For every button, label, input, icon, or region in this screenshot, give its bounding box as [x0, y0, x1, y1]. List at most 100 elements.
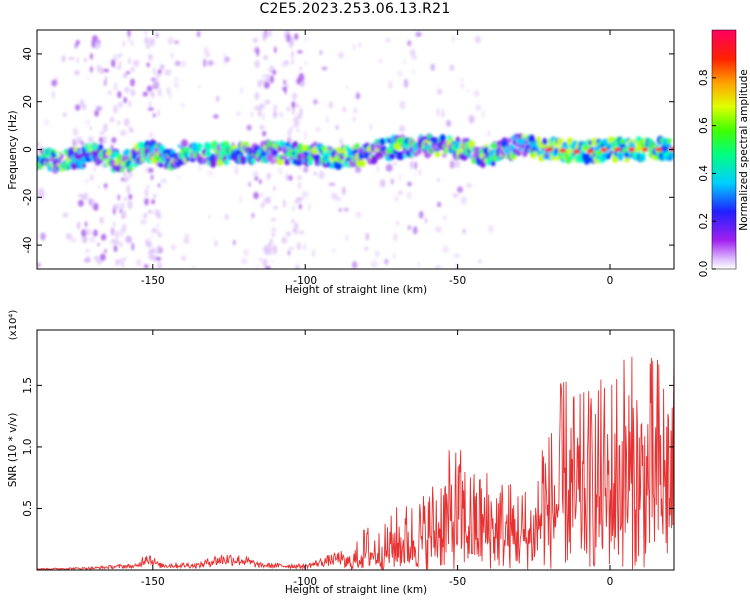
spectrogram-noise-blob	[169, 92, 172, 100]
spectrogram-ridge-blob	[318, 161, 322, 166]
spectrogram-streak-blob	[146, 62, 150, 68]
spectrogram-streak-blob	[127, 57, 131, 64]
spectrogram-noise-blob	[339, 138, 344, 146]
spectrogram-noise-blob	[424, 217, 427, 224]
spectrogram-streak-blob	[96, 41, 101, 49]
spectrogram-noise-blob	[487, 130, 490, 137]
spectrogram-ridge-blob	[60, 153, 64, 159]
spectrogram-streak-blob	[259, 125, 265, 130]
spectrogram-streak-blob	[76, 136, 83, 143]
spectrogram-noise-blob	[407, 225, 412, 231]
spectrogram-ridge-blob	[219, 160, 224, 165]
spectrogram-noise-blob	[97, 242, 100, 247]
spectrogram-streak-blob	[83, 192, 89, 201]
spectrogram-streak-blob	[130, 78, 135, 87]
spectrogram-noise-blob	[474, 35, 482, 44]
spectrogram-streak-blob	[157, 69, 162, 75]
spectrogram-noise-blob	[374, 250, 380, 258]
spectrogram-streak-blob	[89, 174, 94, 181]
spectrogram-noise-blob	[321, 66, 328, 71]
spectrogram-noise-blob	[55, 76, 58, 84]
spectrogram-noise-blob	[355, 167, 362, 173]
spectrogram-noise-blob	[339, 207, 342, 213]
snr-y-tick-label: 1.0	[22, 439, 34, 456]
spectrogram-noise-blob	[403, 58, 406, 65]
spectrogram-streak-blob	[288, 39, 294, 48]
spectrogram-noise-blob	[308, 202, 311, 212]
spectrogram-streak-blob	[99, 136, 104, 144]
spectrogram-noise-blob	[446, 119, 452, 127]
spectrogram-noise-blob	[72, 138, 77, 148]
spectrogram-noise-blob	[259, 257, 263, 262]
spectrogram-noise-blob	[239, 195, 242, 203]
spectrogram-streak-blob	[282, 199, 286, 208]
spectrogram-streak-blob	[156, 32, 159, 38]
spectrogram-noise-blob	[246, 124, 252, 131]
spectrogram-noise-blob	[437, 201, 442, 208]
spectrogram-streak-blob	[284, 87, 287, 95]
spectrogram-ridge-blob	[128, 166, 134, 172]
spectrogram-noise-blob	[475, 104, 481, 111]
spectrogram-y-tick-label: 0	[22, 146, 34, 153]
spectrogram-noise-blob	[335, 125, 339, 130]
spectrogram-noise-blob	[392, 252, 396, 260]
spectrogram-noise-blob	[338, 51, 344, 59]
spectrogram-ridge-blob	[172, 152, 177, 159]
snr-x-axis-label: Height of straight line (km)	[285, 584, 427, 596]
spectrogram-noise-blob	[278, 167, 283, 175]
spectrogram-noise-blob	[342, 107, 347, 113]
spectrogram-noise-blob	[304, 35, 308, 43]
spectrogram-noise-blob	[181, 60, 187, 68]
spectrogram-streak-blob	[104, 75, 108, 83]
spectrogram-streak-blob	[265, 247, 269, 255]
snr-y-tick-label: 1.5	[22, 377, 34, 394]
spectrogram-noise-blob	[391, 161, 398, 166]
spectrogram-y-tick-label: -20	[22, 189, 34, 206]
spectrogram-panel: -150 -100 -50 0 -40 -20 0 20 40 Height of strai…	[7, 29, 750, 296]
spectrogram-noise-blob	[326, 116, 329, 124]
spectrogram-streak-blob	[111, 137, 117, 144]
spectrogram-ridge-blob	[467, 153, 472, 159]
spectrogram-streak-blob	[142, 91, 148, 97]
spectrogram-streak-blob	[122, 223, 127, 233]
spectrogram-noise-blob	[466, 183, 472, 188]
snr-frame	[36, 329, 675, 571]
spectrogram-noise-blob	[40, 232, 46, 241]
spectrogram-noise-blob	[170, 244, 177, 251]
spectrogram-streak-blob	[258, 103, 264, 111]
spectrogram-noise-blob	[183, 237, 190, 244]
colorbar	[711, 29, 737, 270]
spectrogram-streak-blob	[100, 233, 107, 241]
spectrogram-streak-blob	[272, 69, 277, 75]
spectrogram-streak-blob	[118, 101, 123, 108]
spectrogram-streak-blob	[153, 113, 156, 118]
spectrogram-noise-blob	[176, 175, 181, 180]
spectrogram-streak-blob	[123, 257, 127, 261]
spectrogram-noise-blob	[488, 224, 494, 233]
spectrogram-noise-blob	[43, 119, 50, 126]
spectrogram-noise-blob	[51, 80, 56, 84]
spectrogram-streak-blob	[265, 73, 270, 82]
spectrogram-streak-blob	[120, 202, 125, 209]
spectrogram-streak-blob	[272, 111, 278, 118]
spectrogram-ridge-blob	[137, 141, 145, 150]
snr-x-tick-label: -150	[141, 576, 165, 588]
spectrogram-noise-blob	[292, 92, 298, 101]
spectrogram-noise-blob	[145, 184, 151, 189]
spectrogram-noise-blob	[460, 196, 468, 205]
spectrogram-noise-blob	[37, 191, 45, 200]
spectrogram-streak-blob	[296, 242, 301, 251]
spectrogram-noise-blob	[61, 55, 66, 63]
spectrogram-noise-blob	[318, 170, 325, 180]
spectrogram-noise-blob	[459, 78, 464, 83]
spectrogram-streak-blob	[145, 238, 150, 247]
spectrogram-ridge-blob	[335, 161, 343, 170]
spectrogram-ridge-blob	[435, 151, 441, 158]
spectrogram-streak-blob	[260, 193, 264, 197]
spectrogram-noise-blob	[197, 30, 201, 38]
spectrogram-noise-blob	[243, 249, 249, 256]
spectrogram-noise-blob	[482, 110, 485, 118]
figure-title: C2E5.2023.253.06.13.R21	[259, 1, 451, 17]
spectrogram-noise-blob	[345, 234, 349, 242]
spectrogram-noise-blob	[460, 83, 465, 89]
